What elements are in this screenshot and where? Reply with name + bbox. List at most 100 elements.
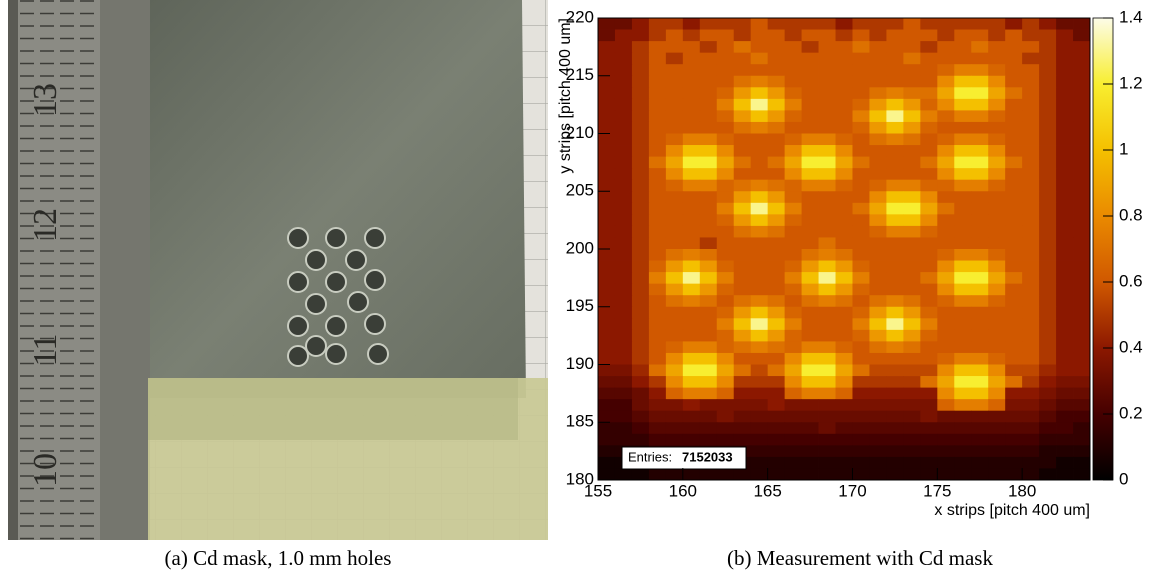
heatmap-cell xyxy=(1022,225,1040,238)
heatmap-cell xyxy=(648,87,667,100)
heatmap-cell xyxy=(699,364,718,377)
heatmap-cell xyxy=(801,237,819,250)
heatmap-cell xyxy=(733,191,752,204)
heatmap-cell xyxy=(988,237,1006,250)
heatmap-cell xyxy=(1022,133,1040,146)
heatmap-cell xyxy=(750,41,769,54)
heatmap-cell xyxy=(869,249,887,261)
caption: (b) Measurement with Cd mask xyxy=(727,546,993,570)
heatmap-cell xyxy=(1005,399,1023,412)
heatmap-cell xyxy=(767,156,786,169)
heatmap-cell xyxy=(988,168,1006,181)
stats-entries: 7152033 xyxy=(682,449,733,464)
heatmap-cell xyxy=(1005,433,1023,446)
heatmap-cell xyxy=(954,29,972,42)
heatmap-cell xyxy=(1056,237,1074,250)
heatmap-cell xyxy=(801,318,819,331)
heatmap-cell xyxy=(665,191,684,204)
heatmap-cell xyxy=(937,133,955,146)
y-tick-label: 215 xyxy=(566,65,594,84)
heatmap-cell xyxy=(903,87,921,100)
heatmap-cell xyxy=(1005,352,1023,365)
heatmap-cell xyxy=(767,387,786,400)
heatmap-cell xyxy=(665,376,684,388)
heatmap-cell xyxy=(648,98,667,111)
y-tick-label: 190 xyxy=(566,354,594,373)
heatmap-cell xyxy=(869,64,887,77)
heatmap-cell xyxy=(988,260,1006,273)
heatmap-cell xyxy=(598,237,616,250)
heatmap-cell xyxy=(801,41,819,54)
heatmap-cell xyxy=(631,295,650,308)
heatmap-cell xyxy=(954,64,972,77)
heatmap-cell xyxy=(852,41,870,54)
heatmap-cell xyxy=(835,364,853,377)
heatmap-cell xyxy=(801,110,819,123)
heatmap-cell xyxy=(682,422,701,435)
heatmap-cell xyxy=(886,75,904,88)
heatmap-cell xyxy=(1073,29,1091,42)
heatmap-cell xyxy=(648,329,667,342)
heatmap-cell xyxy=(903,98,921,111)
heatmap-cell xyxy=(971,179,989,192)
heatmap-cell xyxy=(733,18,752,30)
heatmap-cell xyxy=(937,364,955,377)
heatmap-cell xyxy=(614,133,633,146)
heatmap-cell xyxy=(971,318,989,331)
heatmap-cell xyxy=(937,41,955,54)
heatmap-cell xyxy=(784,260,802,273)
heatmap-cell xyxy=(954,249,972,261)
heatmap-cell xyxy=(648,237,667,250)
heatmap-cell xyxy=(835,202,853,215)
heatmap-cell xyxy=(1073,410,1091,423)
heatmap-cell xyxy=(682,295,701,308)
heatmap-cell xyxy=(682,399,701,412)
heatmap-cell xyxy=(750,29,769,42)
stats-box xyxy=(621,446,747,470)
heatmap-cell xyxy=(699,214,718,227)
heatmap-cell xyxy=(920,168,938,181)
heatmap-cell xyxy=(733,110,752,123)
heatmap-cell xyxy=(903,387,921,400)
heatmap-cell xyxy=(733,352,752,365)
heatmap-cell xyxy=(988,456,1006,469)
heatmap-cell xyxy=(903,41,921,54)
heatmap-cell xyxy=(784,422,802,435)
heatmap-cell xyxy=(801,29,819,42)
heatmap-cell xyxy=(869,410,887,423)
heatmap-cell xyxy=(971,41,989,54)
heatmap-cell xyxy=(699,41,718,54)
heatmap-cell xyxy=(750,75,769,88)
heatmap-cell xyxy=(750,156,769,169)
heatmap-cell xyxy=(1005,110,1023,123)
heatmap-cell xyxy=(971,18,989,30)
heatmap-cell xyxy=(801,214,819,227)
heatmap-cell xyxy=(1073,433,1091,446)
heatmap-cell xyxy=(954,110,972,123)
heatmap-cell xyxy=(818,168,836,181)
heatmap-cell xyxy=(988,283,1006,296)
heatmap-cell xyxy=(852,156,870,169)
heatmap-cell xyxy=(835,341,853,354)
heatmap-cell xyxy=(971,145,989,157)
heatmap-cell xyxy=(1073,249,1091,261)
heatmap-cell xyxy=(869,133,887,146)
heatmap-cell xyxy=(886,98,904,111)
heatmap-cell xyxy=(886,202,904,215)
heatmap-cell xyxy=(937,168,955,181)
heatmap-cell xyxy=(920,387,938,400)
heatmap-cell xyxy=(1022,168,1040,181)
heatmap-cell xyxy=(920,249,938,261)
heatmap-cell xyxy=(682,318,701,331)
z-tick-label: 0.8 xyxy=(1119,205,1143,224)
heatmap-cell xyxy=(682,214,701,227)
heatmap-cell xyxy=(1073,352,1091,365)
heatmap-cell xyxy=(716,52,735,65)
heatmap-cell xyxy=(988,110,1006,123)
heatmap-cell xyxy=(937,87,955,100)
heatmap-cell xyxy=(852,179,870,192)
heatmap-cell xyxy=(852,468,870,481)
heatmap-cell xyxy=(784,202,802,215)
heatmap-cell xyxy=(869,52,887,65)
heatmap-cell xyxy=(886,410,904,423)
